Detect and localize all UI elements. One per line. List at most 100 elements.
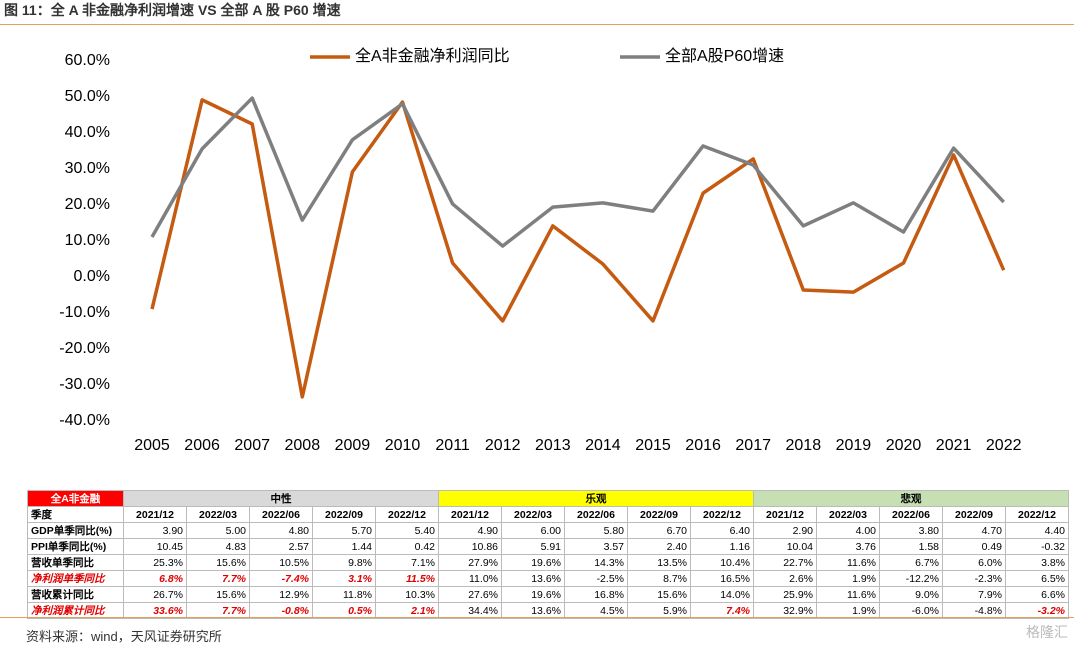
table-cell: 15.6%	[186, 554, 250, 571]
table-cell: 32.9%	[753, 602, 817, 619]
table-cell: 2022/03	[501, 506, 565, 523]
table-cell: 7.9%	[942, 586, 1006, 603]
table-cell: 27.6%	[438, 586, 502, 603]
table-cell: 5.80	[564, 522, 628, 539]
table-row: 季度 2021/12 2022/03 2022/06 2022/09 2022/12 202…	[27, 506, 1069, 523]
y-tick-label: -20.0%	[59, 340, 110, 357]
table-cell: 9.8%	[312, 554, 376, 571]
table-cell: 6.8%	[123, 570, 187, 587]
table-cell: 22.7%	[753, 554, 817, 571]
table-cell: 12.9%	[249, 586, 313, 603]
y-tick-label: 0.0%	[74, 268, 110, 285]
table-cell: 10.5%	[249, 554, 313, 571]
x-tick-label: 2014	[585, 437, 621, 454]
table-cell: 2.40	[627, 538, 691, 555]
y-tick-label: -30.0%	[59, 376, 110, 393]
table-cell: 11.6%	[816, 554, 880, 571]
x-tick-label: 2013	[535, 437, 571, 454]
group-row: 全A非金融 中性 乐观 悲观	[27, 490, 1069, 507]
x-tick-label: 2022	[986, 437, 1022, 454]
table-cell: 4.83	[186, 538, 250, 555]
table-cell: 2022/12	[375, 506, 439, 523]
table-cell: 11.6%	[816, 586, 880, 603]
row-label: PPI单季同比(%)	[27, 538, 124, 555]
table-cell: 2022/09	[942, 506, 1006, 523]
table-row: 净利润累计同比 33.6% 7.7% -0.8% 0.5% 2.1% 34.4% 13.6% 4…	[27, 602, 1069, 619]
table-cell: 3.90	[123, 522, 187, 539]
table-cell: 14.3%	[564, 554, 628, 571]
table-cell: 4.40	[1005, 522, 1069, 539]
table-cell: 16.5%	[690, 570, 754, 587]
table-cell: 5.9%	[627, 602, 691, 619]
table-cell: 2021/12	[438, 506, 502, 523]
table-cell: -7.4%	[249, 570, 313, 587]
y-tick-label: -10.0%	[59, 304, 110, 321]
table-row: 营收累计同比 26.7% 15.6% 12.9% 11.8% 10.3% 27.6% 19.6…	[27, 586, 1069, 603]
x-tick-label: 2005	[134, 437, 170, 454]
table-cell: 1.16	[690, 538, 754, 555]
y-tick-label: 20.0%	[65, 196, 110, 213]
legend-label: 全部A股P60增速	[665, 47, 784, 65]
row-label: 净利润累计同比	[27, 602, 124, 619]
x-tick-label: 2009	[335, 437, 371, 454]
table-cell: 2022/12	[1005, 506, 1069, 523]
table-cell: 6.7%	[879, 554, 943, 571]
table-cell: 1.44	[312, 538, 376, 555]
table-cell: 27.9%	[438, 554, 502, 571]
y-tick-label: -40.0%	[59, 412, 110, 429]
table-row: 营收单季同比 25.3% 15.6% 10.5% 9.8% 7.1% 27.9% 19.6% 1…	[27, 554, 1069, 571]
table-cell: 6.5%	[1005, 570, 1069, 587]
x-tick-label: 2019	[836, 437, 872, 454]
table-cell: 2.57	[249, 538, 313, 555]
rule	[0, 617, 1074, 618]
table-cell: 4.80	[249, 522, 313, 539]
x-tick-label: 2008	[285, 437, 321, 454]
table-cell: 2022/03	[816, 506, 880, 523]
table-cell: 2022/09	[627, 506, 691, 523]
table-cell: -4.8%	[942, 602, 1006, 619]
table-cell: 25.3%	[123, 554, 187, 571]
table-cell: 10.04	[753, 538, 817, 555]
table-cell: 5.00	[186, 522, 250, 539]
x-tick-label: 2006	[184, 437, 220, 454]
table-cell: 5.91	[501, 538, 565, 555]
table-cell: 2.6%	[753, 570, 817, 587]
table-cell: 4.90	[438, 522, 502, 539]
table-cell: 4.5%	[564, 602, 628, 619]
x-tick-label: 2007	[234, 437, 270, 454]
corner-cell: 全A非金融	[27, 490, 124, 507]
table-cell: 2022/09	[312, 506, 376, 523]
table-cell: -2.3%	[942, 570, 1006, 587]
table-cell: -0.8%	[249, 602, 313, 619]
x-tick-label: 2010	[385, 437, 421, 454]
table-cell: 7.7%	[186, 570, 250, 587]
table-cell: 6.6%	[1005, 586, 1069, 603]
line	[150, 98, 1006, 399]
table-cell: 11.8%	[312, 586, 376, 603]
table-cell: 19.6%	[501, 554, 565, 571]
y-tick-label: 10.0%	[65, 232, 110, 249]
table-cell: 10.45	[123, 538, 187, 555]
table-cell: 15.6%	[186, 586, 250, 603]
table-cell: 16.8%	[564, 586, 628, 603]
y-tick-label: 40.0%	[65, 124, 110, 141]
table-cell: 11.0%	[438, 570, 502, 587]
x-tick-label: 2017	[735, 437, 771, 454]
table-cell: 3.80	[879, 522, 943, 539]
table-row: PPI单季同比(%) 10.45 4.83 2.57 1.44 0.42 10.86 5.91…	[27, 538, 1069, 555]
table-cell: 1.9%	[816, 602, 880, 619]
table-cell: 11.5%	[375, 570, 439, 587]
rule	[0, 24, 1074, 25]
table-cell: 5.70	[312, 522, 376, 539]
legend-label: 全A非金融净利润同比	[355, 47, 510, 65]
table-cell: 2022/12	[690, 506, 754, 523]
table-cell: 25.9%	[753, 586, 817, 603]
x-tick-label: 2015	[635, 437, 671, 454]
table-cell: 6.0%	[942, 554, 1006, 571]
table-cell: 4.00	[816, 522, 880, 539]
line	[150, 96, 1005, 248]
table-row: 净利润单季同比 6.8% 7.7% -7.4% 3.1% 11.5% 11.0% 13.6% -…	[27, 570, 1069, 587]
x-tick-label: 2011	[435, 437, 470, 454]
table-cell: 3.1%	[312, 570, 376, 587]
table-cell: 0.5%	[312, 602, 376, 619]
